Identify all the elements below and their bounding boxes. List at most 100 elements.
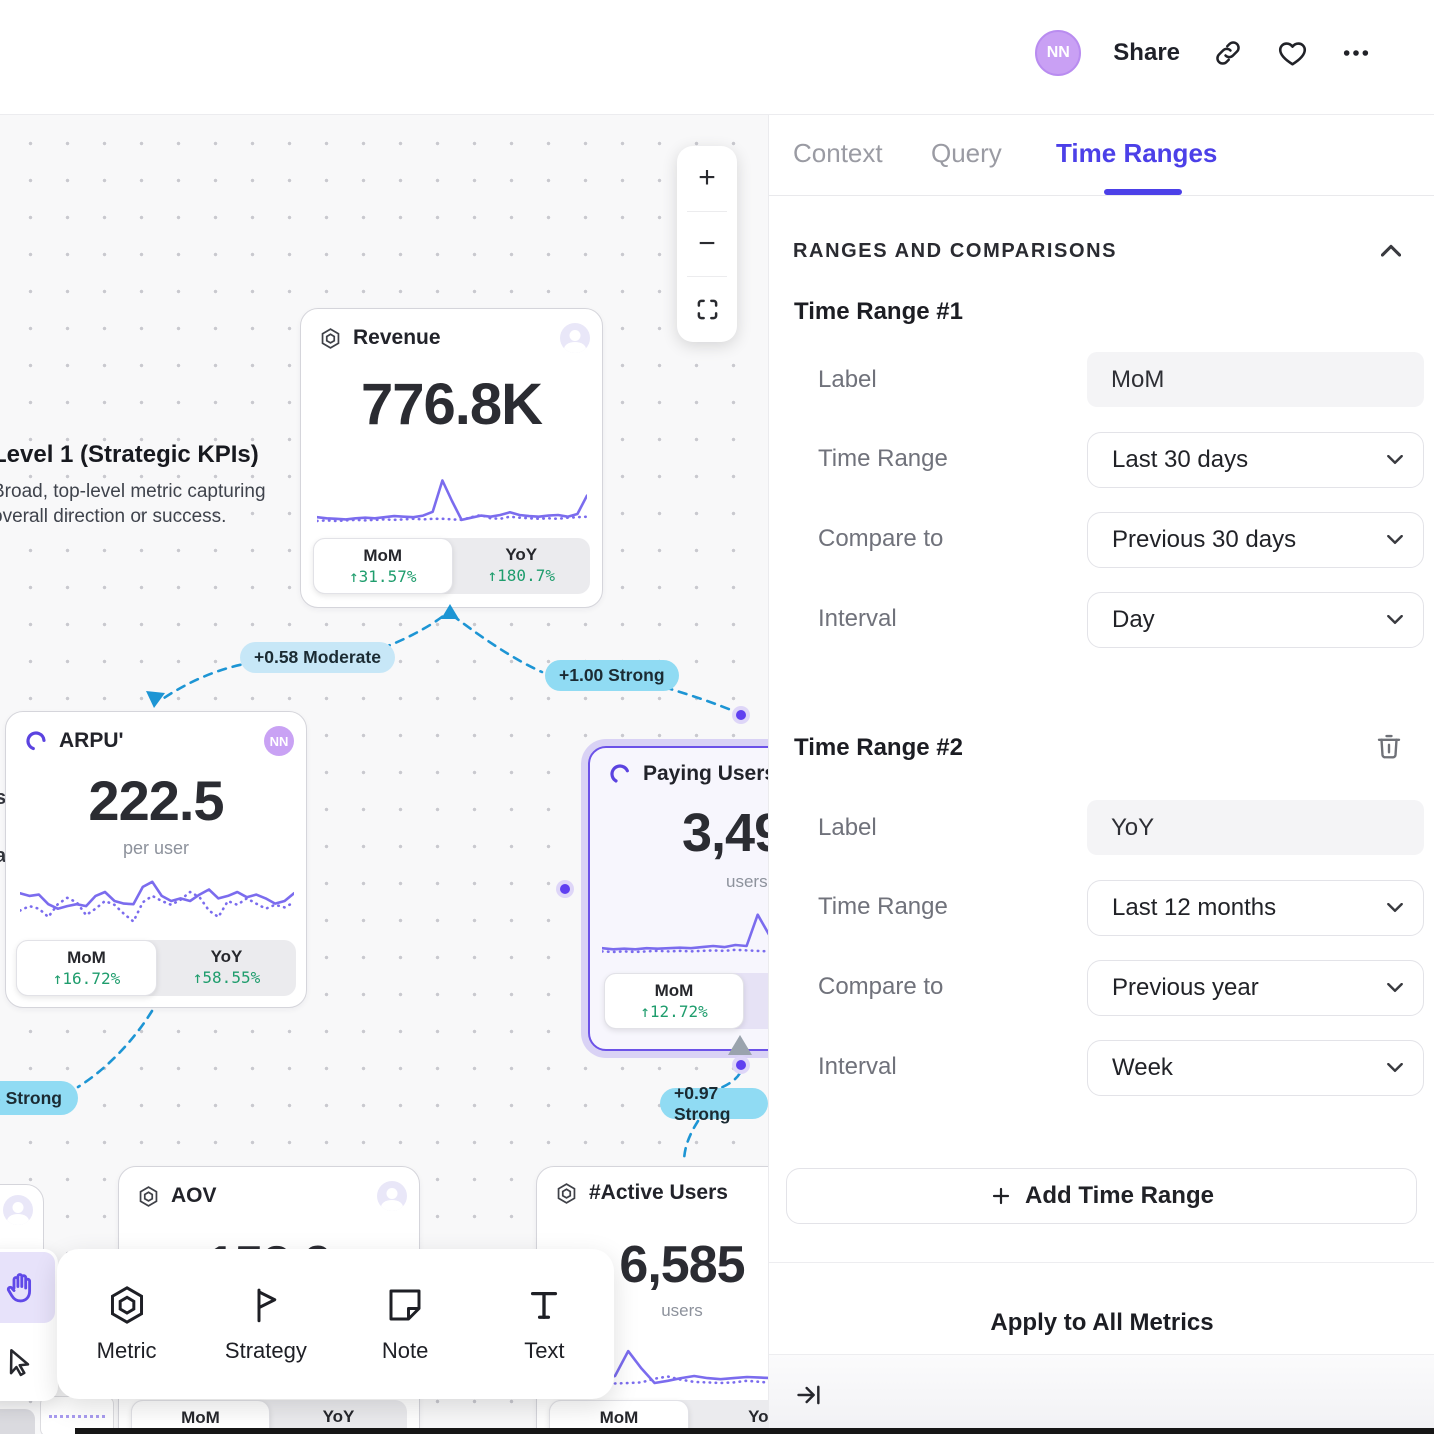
pointer-tool[interactable]: [0, 1326, 55, 1397]
correlation-badge-strong-3: +0.97 Strong: [660, 1083, 768, 1124]
add-time-range-button[interactable]: Add Time Range: [786, 1168, 1417, 1224]
card-title: #Active Users: [589, 1181, 728, 1204]
time-range-1-title: Time Range #1: [794, 298, 963, 325]
section-heading: RANGES AND COMPARISONS: [793, 240, 1118, 262]
yoy-toggle[interactable]: YoY ↑180.7%: [487, 545, 555, 585]
comparison-toggle: MoM ↑31.57% YoY ↑180.7%: [313, 538, 590, 594]
compare-to-select[interactable]: Previous year: [1087, 960, 1424, 1016]
metric-unit: users: [661, 1301, 703, 1320]
metric-unit: per user: [122, 838, 190, 858]
field-label: Interval: [818, 605, 897, 632]
delete-time-range-icon[interactable]: [1374, 730, 1404, 762]
card-title: ARPU': [59, 729, 124, 752]
metric-value: 6,585: [619, 1236, 745, 1294]
connection-handle[interactable]: [732, 1056, 750, 1074]
metric-value: 776.8K: [360, 372, 543, 437]
comparison-toggle: MoM ↑12.72%: [604, 973, 768, 1029]
canvas-note-description: Broad, top-level metric capturing overal…: [0, 481, 266, 528]
time-range-select[interactable]: Last 12 months: [1087, 880, 1424, 936]
metric-card-revenue[interactable]: Revenue 776.8K MoM ↑31.57% YoY ↑180.7%: [300, 308, 603, 608]
metric-hexagon-icon: [555, 1182, 578, 1205]
metric-card-arpu[interactable]: ARPU' NN 222.5 per user MoM ↑16.72% YoY …: [5, 711, 307, 1008]
metric-hexagon-icon: [137, 1185, 160, 1208]
canvas-mode-strip: [0, 1249, 58, 1401]
correlation-badge-moderate: +0.58 Moderate: [240, 642, 395, 673]
interval-select[interactable]: Day: [1087, 592, 1424, 648]
chevron-down-icon: [1387, 903, 1403, 913]
comparison-toggle: MoM ↑16.72% YoY ↑58.55%: [16, 940, 296, 996]
tab-context[interactable]: Context: [793, 138, 883, 168]
toolbar-text-button[interactable]: Text: [524, 1291, 565, 1363]
metric-value: 3,49: [682, 803, 768, 863]
zoom-out-button[interactable]: −: [698, 227, 716, 260]
yoy-toggle[interactable]: YoY ↑58.55%: [192, 947, 261, 987]
field-label: Interval: [818, 1053, 897, 1080]
hand-tool[interactable]: [0, 1252, 55, 1323]
field-label: Time Range: [818, 893, 948, 920]
metric-tree-canvas[interactable]: +0.58 Moderate +1.00 Strong 66 Strong +0…: [0, 115, 768, 1434]
tab-time-ranges[interactable]: Time Ranges: [1056, 138, 1218, 168]
divider: [769, 1262, 1434, 1263]
mom-toggle[interactable]: MoM ↑31.57%: [313, 538, 453, 594]
connection-handle[interactable]: [732, 706, 750, 724]
active-tab-indicator: [1104, 189, 1182, 195]
more-options-icon[interactable]: [1340, 37, 1372, 69]
share-button[interactable]: Share: [1113, 39, 1180, 66]
avatar: [560, 323, 590, 353]
favorite-heart-icon[interactable]: [1276, 37, 1308, 69]
loading-spinner-icon: [24, 729, 48, 753]
tab-query[interactable]: Query: [931, 138, 1002, 168]
chevron-down-icon: [1387, 1063, 1403, 1073]
connection-handle[interactable]: [556, 880, 574, 898]
apply-to-all-metrics-button[interactable]: Apply to All Metrics: [990, 1309, 1214, 1336]
plus-icon: [989, 1184, 1013, 1208]
yoy-toggle[interactable]: YoY: [322, 1407, 355, 1426]
label-input[interactable]: YoY: [1087, 800, 1424, 855]
correlation-badge-strong-2: 66 Strong: [0, 1081, 78, 1115]
toolbar-strategy-button[interactable]: Strategy: [196, 1249, 335, 1399]
time-range-2-title: Time Range #2: [794, 734, 963, 761]
card-title: Paying Users': [643, 762, 768, 785]
link-icon[interactable]: [1212, 37, 1244, 69]
canvas-note-title: Level 1 (Strategic KPIs): [0, 441, 259, 468]
collapse-section-chevron-icon[interactable]: [1381, 242, 1401, 258]
screen-edge-strip: [75, 1428, 1434, 1434]
toolbar-note-button[interactable]: Note: [336, 1249, 475, 1399]
chevron-down-icon: [1387, 455, 1403, 465]
zoom-controls: + −: [677, 146, 737, 342]
chevron-down-icon: [1387, 535, 1403, 545]
insert-toolbar: Metric Strategy Note Text: [57, 1249, 614, 1399]
mom-toggle[interactable]: MoM ↑16.72%: [16, 940, 157, 996]
mom-toggle[interactable]: MoM ↑12.72%: [604, 973, 744, 1029]
zoom-in-button[interactable]: +: [698, 161, 716, 195]
time-range-select[interactable]: Last 30 days: [1087, 432, 1424, 488]
field-label: Compare to: [818, 973, 944, 1000]
header-actions: NN Share: [1035, 30, 1372, 76]
interval-select[interactable]: Week: [1087, 1040, 1424, 1096]
label-input[interactable]: MoM: [1087, 352, 1424, 407]
metric-value: 222.5: [88, 769, 224, 832]
user-avatar[interactable]: NN: [1035, 30, 1082, 76]
metric-unit: users: [726, 872, 768, 891]
offscreen-card-fragment: [0, 1409, 35, 1434]
avatar: [377, 1181, 407, 1211]
fullscreen-button[interactable]: [677, 277, 737, 342]
card-title: AOV: [171, 1184, 217, 1207]
sparkline: [20, 864, 294, 936]
panel-tabs: Context Query Time Ranges: [769, 114, 1434, 196]
cut-text-fragment: s: [0, 787, 7, 809]
collaborator-badge: NN: [264, 726, 294, 756]
collapse-panel-icon[interactable]: [795, 1381, 823, 1409]
settings-panel: Context Query Time Ranges RANGES AND COM…: [768, 114, 1434, 1434]
metric-card-paying-users[interactable]: Paying Users' 3,49 users MoM ↑12.72%: [588, 746, 768, 1051]
field-label: Label: [818, 366, 877, 393]
sparkline: [602, 900, 768, 962]
divider: [769, 1354, 1434, 1355]
yoy-toggle[interactable]: YoY: [748, 1407, 768, 1426]
toolbar-metric-button[interactable]: Metric: [57, 1249, 196, 1399]
panel-footer: [769, 1355, 1434, 1434]
loading-spinner-icon: [608, 762, 632, 786]
field-label: Time Range: [818, 445, 948, 472]
compare-to-select[interactable]: Previous 30 days: [1087, 512, 1424, 568]
